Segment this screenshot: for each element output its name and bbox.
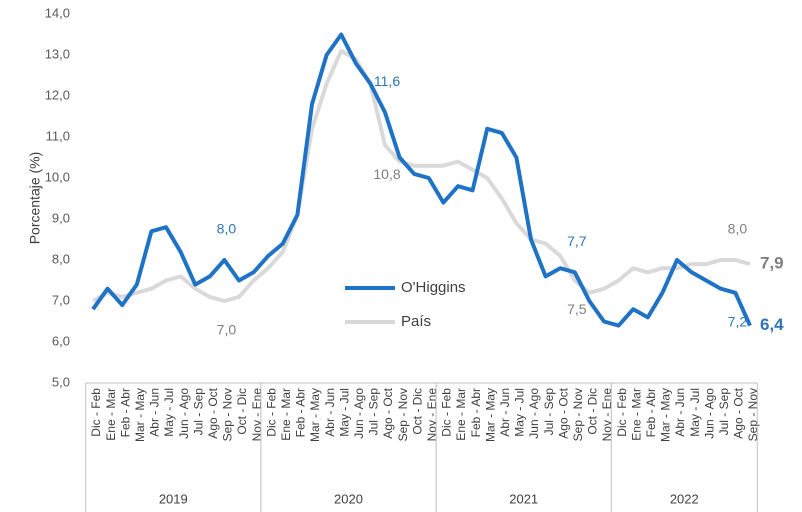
y-tick-label: 11,0 (46, 128, 70, 143)
y-tick-label: 8,0 (52, 251, 70, 266)
line-ohiggins (91, 32, 752, 328)
y-tick-label: 14,0 (45, 5, 70, 20)
x-tick-label: Ago - Oct (732, 387, 746, 438)
x-tick-label: Ene - Mar (104, 388, 118, 441)
legend-label: O'Higgins (401, 279, 466, 296)
data-label: 6,4 (760, 315, 784, 334)
data-label: 7,0 (217, 322, 237, 338)
data-label: 8,0 (217, 221, 237, 237)
x-tick-label: Oct - Dic (410, 388, 424, 435)
x-tick-label: Feb - Abr (469, 388, 483, 437)
x-tick-label: May - Jul (337, 388, 351, 437)
x-tick-label: Ago - Oct (381, 387, 395, 438)
data-label: 10,8 (373, 166, 400, 182)
x-tick-label: Jul - Sep (717, 388, 731, 436)
x-tick-label: Jun - Ago (702, 388, 716, 439)
x-tick-label: Oct - Dic (235, 388, 249, 435)
data-label: 7,9 (760, 254, 784, 273)
x-group-label: 2020 (334, 491, 363, 506)
x-group-label: 2019 (159, 491, 188, 506)
x-tick-label: Abr - Jun (673, 388, 687, 437)
x-tick-label: Ene - Mar (629, 388, 643, 441)
x-tick-label: Ago - Oct (206, 387, 220, 438)
data-label: 11,6 (374, 73, 400, 89)
x-tick-label: Nov - Ene (250, 388, 264, 442)
x-tick-label: Abr - Jun (148, 388, 162, 437)
x-tick-label: Sep - Nov (571, 388, 585, 441)
x-tick-label: Ago - Oct (556, 387, 570, 438)
y-tick-label: 10,0 (45, 169, 70, 184)
legend-label: País (401, 313, 431, 330)
x-tick-label: Oct - Dic (586, 388, 600, 435)
x-tick-label: Ene - Mar (279, 388, 293, 441)
x-tick-label: Dic - Feb (615, 388, 629, 437)
x-tick-label: Sep - Nov (746, 388, 760, 441)
x-tick-label: Nov - Ene (425, 388, 439, 442)
x-tick-label: Dic - Feb (264, 388, 278, 437)
x-tick-label: Dic - Feb (89, 388, 103, 437)
x-tick-label: Jul - Sep (191, 388, 205, 436)
y-tick-label: 9,0 (52, 210, 70, 225)
x-tick-label: Feb - Abr (644, 388, 658, 437)
y-axis-label: Porcentaje (%) (27, 152, 43, 245)
x-group-label: 2022 (670, 491, 699, 506)
x-tick-label: May - Jul (162, 388, 176, 437)
x-tick-label: Mar - May (483, 388, 497, 442)
x-tick-label: Jun - Ago (352, 388, 366, 439)
x-tick-label: Jun - Ago (527, 388, 541, 439)
x-tick-label: Feb - Abr (118, 388, 132, 437)
y-tick-label: 7,0 (52, 292, 70, 307)
data-label: 7,5 (567, 301, 587, 317)
x-tick-label: Jun - Ago (177, 388, 191, 439)
x-tick-label: Sep - Nov (221, 388, 235, 441)
x-tick-label: Sep - Nov (396, 388, 410, 441)
y-tick-label: 12,0 (45, 87, 70, 102)
x-tick-label: Mar - May (308, 388, 322, 442)
x-tick-label: Dic - Feb (440, 388, 454, 437)
data-label: 8,0 (728, 221, 748, 237)
x-tick-label: Abr - Jun (323, 388, 337, 437)
x-tick-label: May - Jul (513, 388, 527, 437)
y-tick-label: 6,0 (52, 333, 70, 348)
x-tick-label: Mar - May (133, 388, 147, 442)
data-label: 7,2 (728, 314, 748, 330)
y-tick-label: 5,0 (52, 374, 70, 389)
x-group-label: 2021 (509, 491, 538, 506)
x-tick-label: Mar - May (659, 388, 673, 442)
x-tick-label: Ene - Mar (454, 388, 468, 441)
x-tick-label: Jul - Sep (542, 388, 556, 436)
x-tick-label: Jul - Sep (367, 388, 381, 436)
x-tick-label: Nov - Ene (600, 388, 614, 442)
y-tick-label: 13,0 (45, 46, 70, 61)
x-tick-label: Feb - Abr (294, 388, 308, 437)
data-label: 7,7 (567, 233, 587, 249)
line-pais (92, 48, 751, 303)
x-tick-label: May - Jul (688, 388, 702, 437)
x-tick-label: Abr - Jun (498, 388, 512, 437)
